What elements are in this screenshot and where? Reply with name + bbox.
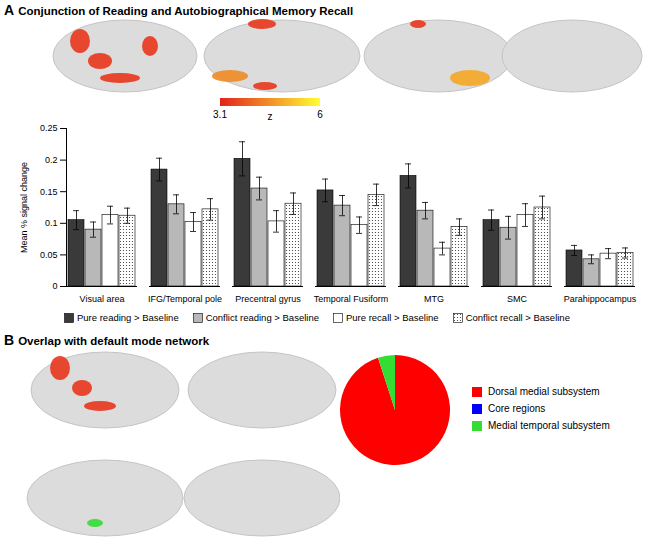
svg-text:MTG: MTG (424, 294, 444, 304)
html-text:Conflict reading > Baseline: Conflict reading > Baseline (205, 312, 319, 323)
html-text:B Overlap with default mode ne: B Overlap with default mode network (4, 332, 210, 348)
svg-text:SMC: SMC (507, 294, 528, 304)
svg-text:Mean % signal change: Mean % signal change (19, 162, 29, 253)
svg-text:0.05: 0.05 (40, 250, 58, 260)
svg-text:0.25: 0.25 (40, 123, 58, 133)
svg-text:Parahippocampus: Parahippocampus (564, 294, 637, 304)
svg-text:0: 0 (52, 281, 57, 291)
html-text:Core regions: Core regions (488, 403, 546, 414)
html-text:A Conjunction of Reading and A: A Conjunction of Reading and Autobiograp… (4, 2, 354, 18)
html-text:Pure recall > Baseline: Pure recall > Baseline (346, 312, 439, 323)
svg-text:Visual area: Visual area (80, 294, 125, 304)
svg-text:Precentral gyrus: Precentral gyrus (235, 294, 301, 304)
svg-text:IFG/Temporal pole: IFG/Temporal pole (148, 294, 222, 304)
svg-text:Temporal Fusiform: Temporal Fusiform (314, 294, 389, 304)
svg-text:0.1: 0.1 (45, 218, 58, 228)
html-text:Medial temporal subsystem: Medial temporal subsystem (488, 420, 610, 431)
svg-text:0.15: 0.15 (40, 187, 58, 197)
svg-text:6: 6 (317, 109, 323, 120)
svg-text:z: z (267, 111, 273, 122)
html-text:Conflict recall > Baseline: Conflict recall > Baseline (465, 312, 570, 323)
svg-text:0.2: 0.2 (45, 155, 58, 165)
html-text:Pure reading > Baseline: Pure reading > Baseline (77, 312, 179, 323)
svg-text:3.1: 3.1 (213, 109, 227, 120)
html-text:Dorsal medial subsystem: Dorsal medial subsystem (488, 386, 600, 397)
